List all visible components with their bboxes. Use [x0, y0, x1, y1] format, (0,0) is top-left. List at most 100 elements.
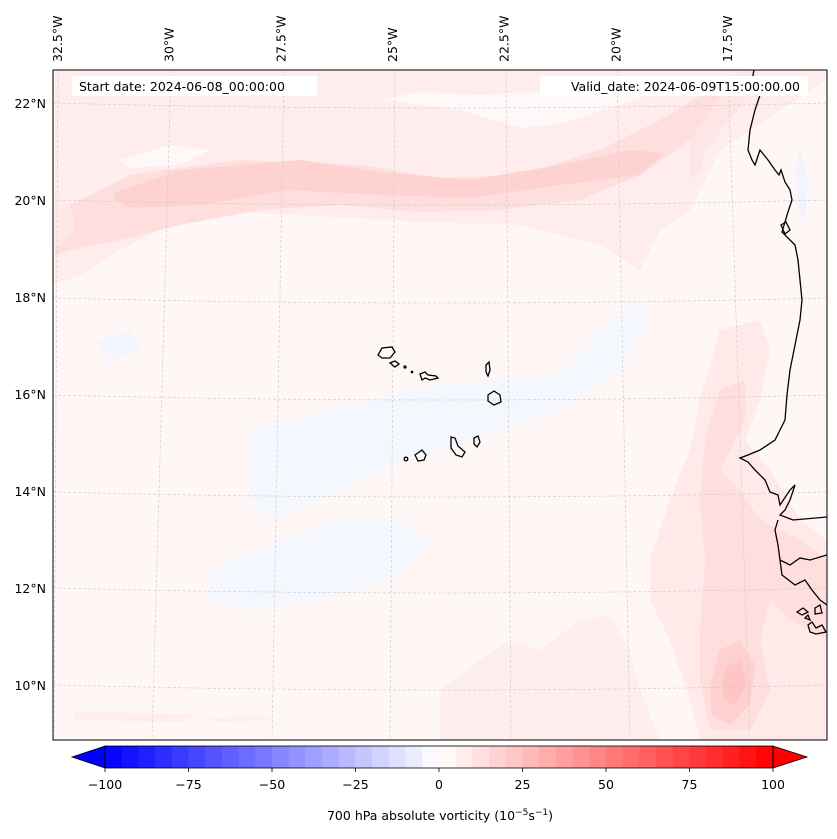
colorbar-segment [739, 746, 757, 768]
gridline-lon-27-5 [271, 70, 285, 740]
colorbar-ticks: −100 −75 −50 −25 0 25 50 75 100 [88, 768, 785, 792]
colorbar-tick-label: 75 [682, 777, 698, 792]
colorbar-segment [756, 746, 774, 768]
colorbar-extend-low [70, 745, 106, 769]
gridline-lon-20 [616, 70, 631, 740]
colorbar-segment [639, 746, 657, 768]
longitude-tick-label: 25°W [385, 27, 400, 62]
colorbar-label: 700 hPa absolute vorticity (10−5s−1) [327, 808, 553, 823]
map-frame [52, 69, 828, 741]
gridline-lat-10 [53, 684, 827, 691]
latitude-tick-label: 12°N [14, 581, 46, 596]
longitude-tick-label: 17.5°W [720, 16, 735, 62]
colorbar-segment [305, 746, 323, 768]
colorbar-segment [722, 746, 741, 768]
island-sao-vicente [388, 360, 401, 368]
gridline-lon-30 [151, 70, 172, 740]
longitude-tick-labels: 32.5°W 30°W 27.5°W 25°W 22.5°W 20°W 17.5°W [50, 16, 735, 62]
latitude-tick-label: 14°N [14, 484, 46, 499]
gridline-lat-20 [53, 199, 827, 206]
colorbar-extend-high [772, 745, 809, 769]
vorticity-contour-band-mid [55, 75, 750, 255]
colorbar-segment [689, 746, 707, 768]
island-sao-nicolau [419, 371, 440, 382]
colorbar-segment [522, 746, 540, 768]
latitude-tick-label: 22°N [14, 96, 46, 111]
coastline-north-island [780, 221, 791, 236]
latitude-tick-label: 20°N [14, 193, 46, 208]
colorbar-segment [672, 746, 690, 768]
island-brava [403, 456, 409, 462]
island-santiago [450, 436, 466, 458]
vorticity-contour-negative-4 [796, 150, 808, 220]
coastline-bijagos-3 [807, 621, 827, 635]
vorticity-contour-negative-3 [95, 330, 140, 362]
gridline-lat-18 [53, 297, 827, 304]
longitude-tick-label: 32.5°W [50, 16, 65, 62]
colorbar-segment [706, 746, 724, 768]
coastline-bijagos-1 [795, 607, 810, 616]
colorbar-segment [505, 746, 523, 768]
colorbar-segment [155, 746, 173, 768]
colorbar-segment [572, 746, 590, 768]
longitude-tick-label: 30°W [162, 27, 177, 62]
island-santa-luzia [403, 365, 407, 369]
colorbar-segment [238, 746, 256, 768]
vorticity-contour-band-core [115, 150, 665, 208]
vorticity-contour-southern-max-2 [722, 660, 746, 705]
latitude-tick-label: 10°N [14, 678, 46, 693]
vorticity-contour-south-central [440, 615, 660, 740]
latitude-tick-labels: 22°N 20°N 18°N 16°N 14°N 12°N 10°N [14, 96, 46, 693]
colorbar-segment [422, 746, 440, 768]
longitude-tick-label: 20°W [608, 27, 623, 62]
colorbar-segment [205, 746, 223, 768]
coastline-west-africa [738, 70, 827, 521]
colorbar-segment [288, 746, 306, 768]
colorbar-segment [388, 746, 407, 768]
colorbar-tick-label: 50 [598, 777, 614, 792]
colorbar-tick-label: 0 [435, 777, 443, 792]
colorbar-segment [322, 746, 340, 768]
colorbar-segment [489, 746, 507, 768]
gridline-lat-14 [53, 491, 827, 498]
colorbar-segment [272, 746, 290, 768]
coastline-bijagos-4 [803, 613, 812, 622]
vorticity-contour-s-streak [210, 715, 270, 722]
gridline-lon-25 [389, 70, 396, 740]
colorbar-tick-label: −75 [175, 777, 201, 792]
gridlines [53, 70, 827, 740]
colorbar-segment [372, 746, 390, 768]
colorbar-segment [455, 746, 473, 768]
colorbar-segment [439, 746, 457, 768]
colorbar-tick-label: −25 [342, 777, 368, 792]
colorbar-segment [622, 746, 640, 768]
start-date-box [72, 76, 317, 96]
colorbar-segment [589, 746, 607, 768]
gridline-lat-16 [53, 394, 827, 401]
vorticity-contour-coastal-2 [700, 380, 827, 730]
valid-date-box [540, 76, 808, 96]
island-boa-vista [487, 390, 502, 406]
colorbar-segment [555, 746, 574, 768]
vorticity-contour-ne-streak [690, 70, 760, 180]
latitude-tick-label: 18°N [14, 290, 46, 305]
vorticity-field [53, 70, 827, 740]
island-razo [410, 370, 414, 374]
colorbar-segment [105, 746, 123, 768]
start-date-label: Start date: 2024-06-08_00:00:00 [79, 79, 285, 94]
colorbar-segment [138, 746, 156, 768]
vorticity-contour-sw-streak [75, 712, 200, 722]
colorbar-segment [539, 746, 557, 768]
vorticity-contour-negative-2 [210, 520, 430, 610]
gridline-lon-17-5 [727, 70, 751, 740]
coastlines [377, 70, 827, 635]
gridline-lat-22 [53, 102, 827, 109]
latitude-tick-label: 16°N [14, 387, 46, 402]
colorbar-segment [171, 746, 189, 768]
coastline-bijagos-2 [814, 603, 823, 615]
colorbar-segment [405, 746, 423, 768]
valid-date-label: Valid_date: 2024-06-09T15:00:00.00 [571, 79, 800, 94]
colorbar-segment [188, 746, 206, 768]
vorticity-contour-negative-1 [250, 300, 650, 520]
